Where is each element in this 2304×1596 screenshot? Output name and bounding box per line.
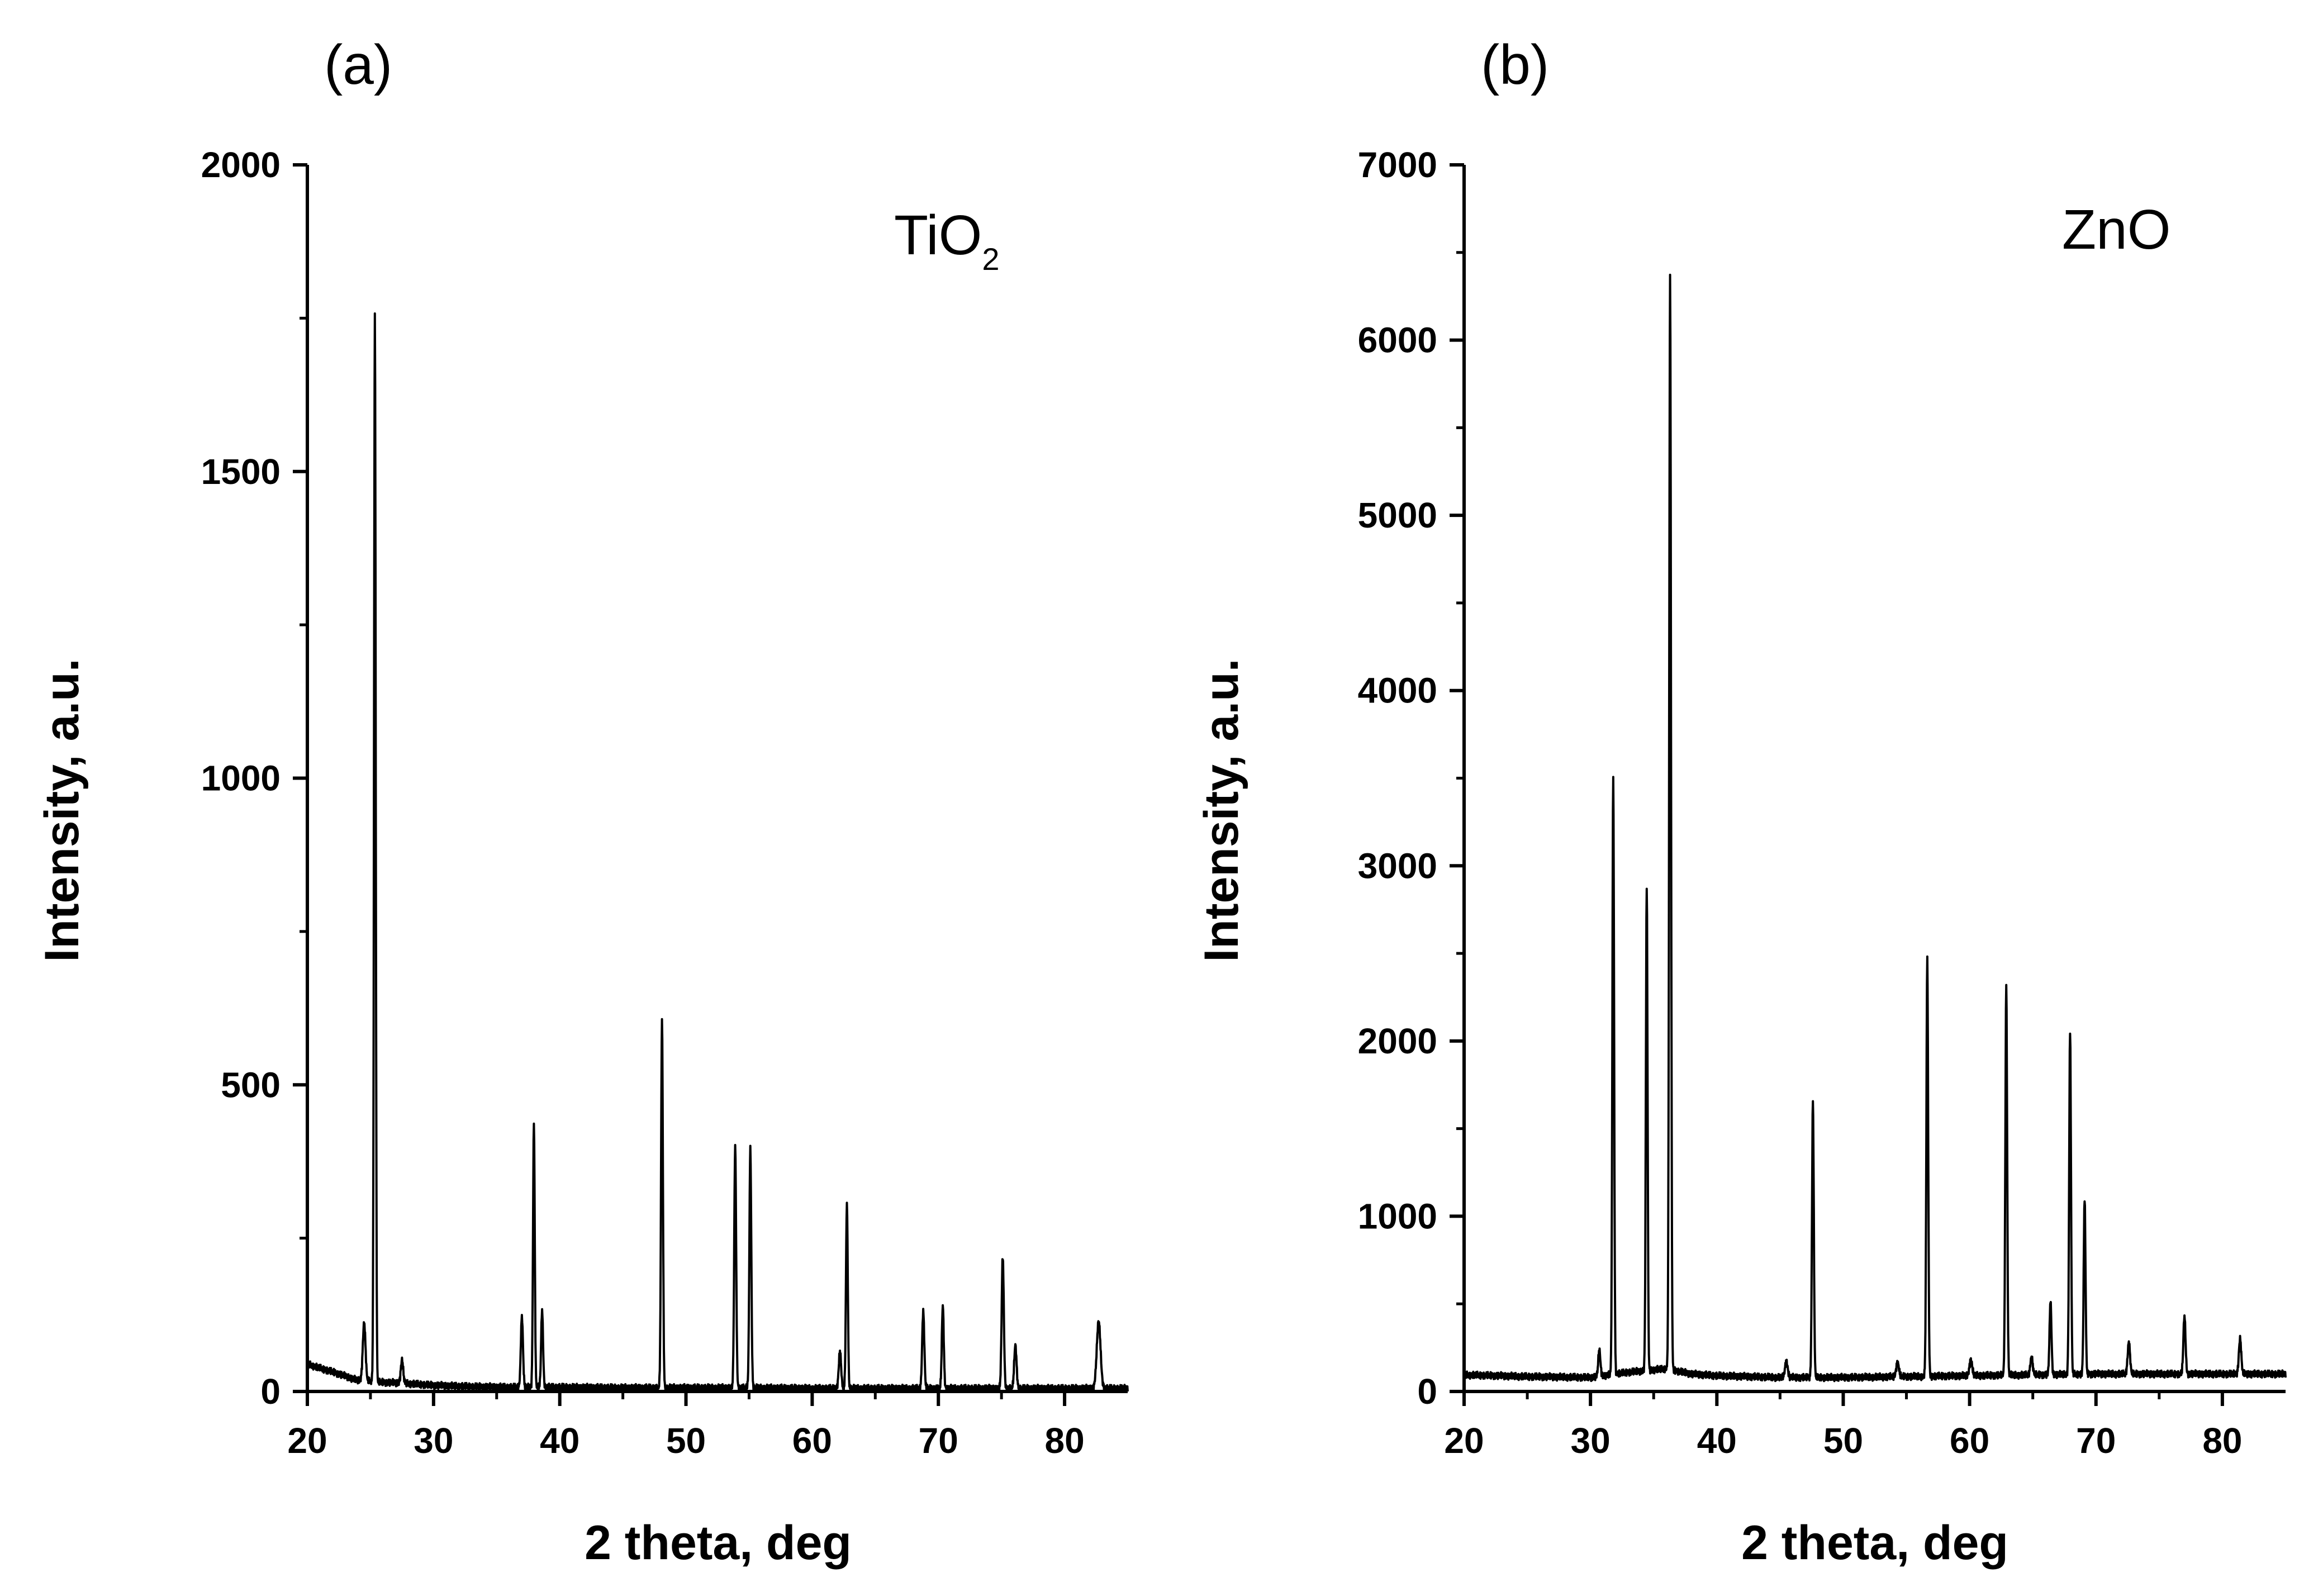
panel-a-y-tick-label: 2000 xyxy=(201,145,281,185)
panel-b-y-axis-title: Intensity, a.u. xyxy=(1195,658,1248,962)
panel-a-y-axis-title: Intensity, a.u. xyxy=(35,658,89,962)
panel-a-y-tick-label: 500 xyxy=(221,1065,281,1105)
panel-b-y-tick-label: 5000 xyxy=(1358,495,1437,535)
panel-b-material-label: ZnO xyxy=(2062,198,2170,261)
panel-b-x-tick-label: 40 xyxy=(1697,1421,1737,1461)
panel-a-label: (a) xyxy=(324,34,392,96)
figure: (a) TiO2 Intensity, a.u. 2 theta, deg 0 5… xyxy=(0,0,2304,1596)
panel-a-y-tick-label: 1500 xyxy=(201,452,281,492)
panel-a-y-tick-label: 0 xyxy=(260,1371,281,1412)
panel-b-x-axis-title: 2 theta, deg xyxy=(1741,1516,2008,1570)
panel-a-material-subscript: 2 xyxy=(982,241,999,277)
panel-a-tio2: (a) TiO2 Intensity, a.u. 2 theta, deg 0 5… xyxy=(35,34,1128,1570)
panel-b-x-tick-label: 30 xyxy=(1571,1421,1611,1461)
panel-b-y-tick-label: 2000 xyxy=(1358,1021,1437,1061)
panel-b-x-tick-label: 80 xyxy=(2202,1421,2242,1461)
panel-a-y-tick-label: 1000 xyxy=(201,758,281,799)
panel-b-y-tick-label: 4000 xyxy=(1358,671,1437,711)
panel-b-xrd-line xyxy=(1464,275,2286,1381)
panel-a-x-tick-label: 60 xyxy=(792,1421,832,1461)
panel-b-y-tick-label: 1000 xyxy=(1358,1196,1437,1236)
panel-a-material-base: TiO xyxy=(894,204,982,267)
panel-a-x-tick-label: 20 xyxy=(287,1421,327,1461)
panel-b-y-tick-label: 6000 xyxy=(1358,320,1437,360)
panel-a-x-tick-label: 80 xyxy=(1044,1421,1084,1461)
panel-b-y-tick-label: 3000 xyxy=(1358,846,1437,886)
panel-a-x-axis-title: 2 theta, deg xyxy=(585,1516,852,1570)
panel-b-y-tick-label: 0 xyxy=(1417,1371,1437,1412)
panel-b-label: (b) xyxy=(1481,34,1549,96)
panel-b-x-tick-label: 70 xyxy=(2076,1421,2116,1461)
panel-b-x-tick-label: 60 xyxy=(1950,1421,1989,1461)
panel-b-x-tick-label: 20 xyxy=(1444,1421,1484,1461)
panel-b-y-tick-label: 7000 xyxy=(1358,145,1437,185)
panel-b-zno: (b) ZnO Intensity, a.u. 2 theta, deg 0 10… xyxy=(1195,34,2286,1570)
panel-a-material-label: TiO2 xyxy=(894,204,1000,277)
panel-a-x-tick-label: 40 xyxy=(540,1421,579,1461)
panel-a-x-tick-label: 50 xyxy=(666,1421,706,1461)
panel-a-xrd-line xyxy=(307,314,1128,1391)
panel-a-x-tick-label: 30 xyxy=(414,1421,453,1461)
panel-a-x-tick-label: 70 xyxy=(919,1421,958,1461)
panel-b-x-tick-label: 50 xyxy=(1823,1421,1863,1461)
